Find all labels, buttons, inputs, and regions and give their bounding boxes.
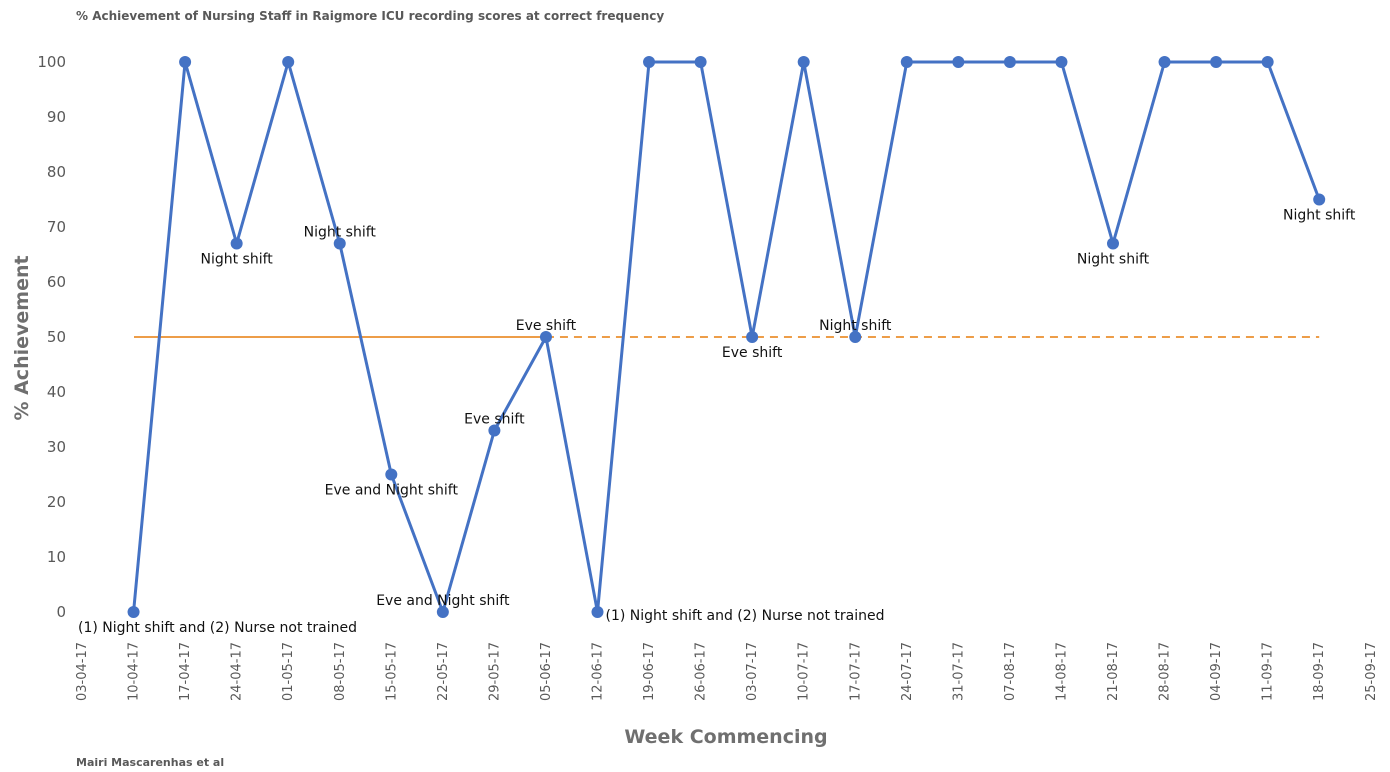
data-point	[179, 56, 192, 68]
data-point	[900, 56, 913, 68]
data-point	[333, 237, 346, 250]
y-tick-label: 10	[47, 548, 66, 566]
data-point	[1313, 193, 1326, 206]
y-tick-label: 30	[47, 438, 66, 456]
x-tick-label: 01-05-17	[281, 642, 296, 701]
data-point	[797, 56, 810, 68]
x-tick-label: 03-04-17	[75, 642, 90, 701]
y-tick-label: 40	[47, 383, 66, 401]
annotation-label: Eve and Night shift	[325, 483, 459, 499]
series-polyline	[132, 60, 1321, 614]
data-point	[1107, 237, 1119, 250]
footer-credit: Mairi Mascarenhas et al	[76, 756, 225, 769]
x-tick-label: 18-09-17	[1312, 642, 1327, 701]
annotation-label: Night shift	[819, 318, 892, 334]
x-tick-label: 05-06-17	[539, 642, 554, 701]
annotations: (1) Night shift and (2) Nurse not traine…	[78, 208, 1356, 637]
x-tick-label: 25-09-17	[1364, 642, 1379, 701]
x-tick-label: 28-08-17	[1158, 642, 1173, 701]
data-point	[539, 331, 552, 343]
annotation-label: Night shift	[1077, 252, 1150, 268]
x-tick-label: 03-07-17	[745, 642, 760, 701]
x-tick-label: 08-05-17	[333, 642, 348, 701]
y-tick-label: 100	[37, 53, 66, 71]
x-tick-label: 11-09-17	[1261, 642, 1276, 701]
data-point	[1158, 56, 1171, 68]
x-tick-label: 17-07-17	[848, 642, 863, 701]
data-point	[952, 56, 965, 68]
annotation-label: Night shift	[201, 252, 274, 268]
x-tick-label: 24-07-17	[900, 642, 915, 701]
data-point	[230, 237, 243, 250]
y-axis-title: % Achievement	[11, 255, 33, 420]
x-tick-label: 04-09-17	[1209, 642, 1224, 701]
chart-title: % Achievement of Nursing Staff in Raigmo…	[76, 9, 665, 23]
x-axis-ticks: 03-04-17 10-04-17 17-04-17 24-04-17 01-05-17…	[75, 642, 1379, 701]
data-point	[694, 56, 707, 68]
data-point	[849, 331, 862, 343]
y-axis-ticks: 0 10 20 30 40 50 60 70 80 90 100	[37, 53, 66, 621]
data-point	[1003, 56, 1016, 68]
y-tick-label: 0	[56, 603, 66, 621]
x-tick-label: 15-05-17	[384, 642, 399, 701]
data-points	[127, 56, 1326, 618]
data-point	[127, 606, 140, 618]
data-point	[1261, 56, 1274, 68]
x-tick-label: 26-06-17	[694, 642, 709, 701]
x-tick-label: 12-06-17	[591, 642, 606, 701]
x-axis-title: Week Commencing	[624, 726, 827, 748]
data-point	[385, 468, 398, 481]
annotation-label: (1) Night shift and (2) Nurse not traine…	[606, 608, 885, 624]
data-point	[1210, 56, 1223, 68]
x-tick-label: 07-08-17	[1003, 642, 1018, 701]
x-tick-label: 29-05-17	[487, 642, 502, 701]
y-tick-label: 70	[47, 218, 66, 236]
annotation-label: Night shift	[304, 225, 377, 241]
data-point	[746, 331, 759, 343]
data-point	[282, 56, 295, 68]
y-tick-label: 50	[47, 328, 66, 346]
x-tick-label: 19-06-17	[642, 642, 657, 701]
x-tick-label: 31-07-17	[951, 642, 966, 701]
data-point	[1055, 56, 1068, 68]
data-point	[436, 606, 449, 618]
data-point	[591, 606, 604, 618]
x-tick-label: 14-08-17	[1054, 642, 1069, 701]
y-tick-label: 20	[47, 493, 66, 511]
x-tick-label: 24-04-17	[230, 642, 245, 701]
x-tick-label: 10-04-17	[127, 642, 142, 701]
data-point	[488, 424, 501, 437]
annotation-label: Eve shift	[516, 318, 577, 334]
x-tick-label: 21-08-17	[1106, 642, 1121, 701]
y-tick-label: 60	[47, 273, 66, 291]
annotation-label: (1) Night shift and (2) Nurse not traine…	[78, 620, 357, 636]
x-tick-label: 17-04-17	[178, 642, 193, 701]
data-point	[643, 56, 656, 68]
annotation-label: Eve and Night shift	[376, 593, 510, 609]
annotation-label: Eve shift	[722, 345, 783, 361]
series-line	[132, 60, 1321, 614]
y-tick-label: 80	[47, 163, 66, 181]
annotation-label: Eve shift	[464, 412, 525, 428]
annotation-label: Night shift	[1283, 208, 1356, 224]
y-tick-label: 90	[47, 108, 66, 126]
x-tick-label: 22-05-17	[436, 642, 451, 701]
x-tick-label: 10-07-17	[797, 642, 812, 701]
